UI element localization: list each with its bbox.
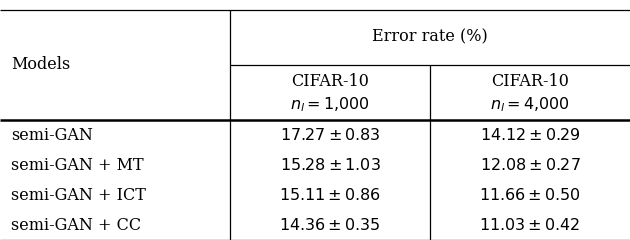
- Text: $12.08 \pm 0.27$: $12.08 \pm 0.27$: [480, 156, 580, 174]
- Text: CIFAR-10: CIFAR-10: [291, 73, 369, 90]
- Text: $15.28 \pm 1.03$: $15.28 \pm 1.03$: [280, 156, 381, 174]
- Text: $17.27 \pm 0.83$: $17.27 \pm 0.83$: [280, 126, 381, 144]
- Text: Models: Models: [11, 56, 71, 73]
- Text: $15.11 \pm 0.86$: $15.11 \pm 0.86$: [279, 186, 381, 204]
- Text: semi-GAN + CC: semi-GAN + CC: [11, 216, 142, 234]
- Text: $14.12 \pm 0.29$: $14.12 \pm 0.29$: [480, 126, 580, 144]
- Text: CIFAR-10: CIFAR-10: [491, 73, 569, 90]
- Text: semi-GAN + ICT: semi-GAN + ICT: [11, 186, 146, 204]
- Text: $11.03 \pm 0.42$: $11.03 \pm 0.42$: [479, 216, 581, 234]
- Text: semi-GAN: semi-GAN: [11, 126, 93, 144]
- Text: $14.36 \pm 0.35$: $14.36 \pm 0.35$: [279, 216, 381, 234]
- Text: semi-GAN + MT: semi-GAN + MT: [11, 156, 144, 174]
- Text: $n_l = 4{,}000$: $n_l = 4{,}000$: [490, 95, 570, 114]
- Text: $11.66 \pm 0.50$: $11.66 \pm 0.50$: [479, 186, 581, 204]
- Text: $n_l = 1{,}000$: $n_l = 1{,}000$: [290, 95, 370, 114]
- Text: Error rate (%): Error rate (%): [372, 29, 488, 46]
